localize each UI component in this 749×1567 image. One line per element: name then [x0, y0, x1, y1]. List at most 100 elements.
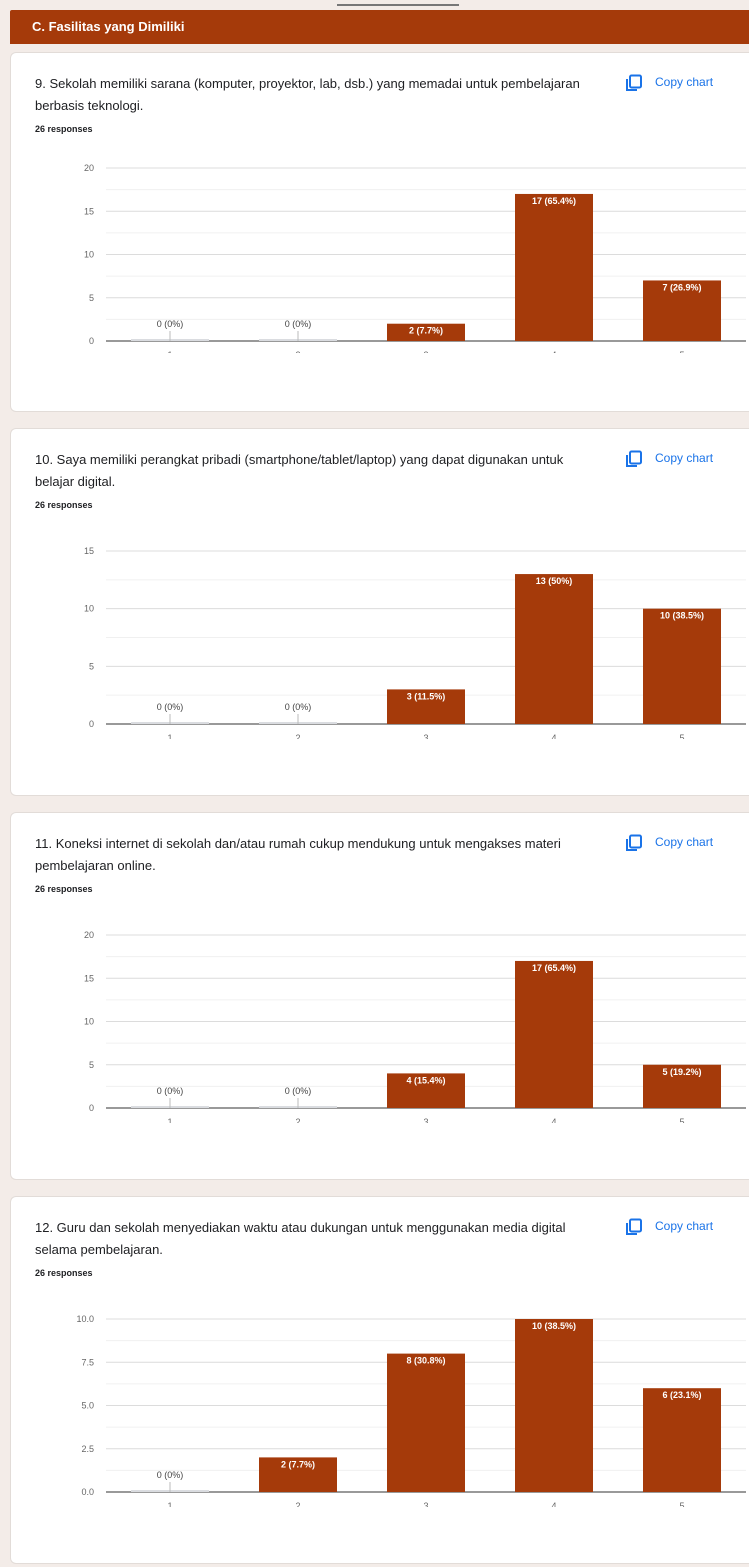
- x-tick-label: 4: [551, 350, 556, 353]
- x-tick-label: 3: [423, 350, 428, 353]
- x-tick-label: 4: [551, 1117, 556, 1123]
- data-label: 10 (38.5%): [660, 611, 704, 621]
- question-card-10: 10. Saya memiliki perangkat pribadi (sma…: [10, 428, 749, 796]
- bar: [515, 193, 593, 341]
- x-tick-label: 2: [295, 350, 300, 353]
- x-tick-label: 1: [167, 1117, 172, 1123]
- y-tick-label: 15: [84, 206, 94, 216]
- copy-icon: [626, 74, 642, 91]
- y-tick-label: 10: [84, 250, 94, 260]
- x-tick-label: 1: [167, 1501, 172, 1507]
- bar: [643, 280, 721, 341]
- y-tick-label: 0.0: [81, 1487, 94, 1497]
- question-card-11: 11. Koneksi internet di sekolah dan/atau…: [10, 812, 749, 1180]
- bar-chart-12: 0.0 2.5 5.0 7.5 10.0 0 (0%) 1 2 (7.7%) 2 8 (30.8%…: [76, 1314, 746, 1507]
- y-tick-label: 0: [89, 719, 94, 729]
- bar: [515, 574, 593, 724]
- copy-chart-button[interactable]: Copy chart: [625, 832, 735, 854]
- data-label: 8 (30.8%): [406, 1356, 445, 1366]
- y-tick-label: 10: [84, 1017, 94, 1027]
- copy-chart-button[interactable]: Copy chart: [625, 1216, 735, 1238]
- bar: [515, 1319, 593, 1492]
- y-tick-label: 15: [84, 973, 94, 983]
- data-label: 0 (0%): [285, 319, 312, 329]
- bar: [387, 1353, 465, 1492]
- response-count: 26 responses: [35, 124, 93, 134]
- response-count: 26 responses: [35, 884, 93, 894]
- response-count: 26 responses: [35, 500, 93, 510]
- y-tick-label: 5: [89, 1060, 94, 1070]
- data-label: 0 (0%): [157, 1470, 184, 1480]
- data-label: 6 (23.1%): [662, 1390, 701, 1400]
- data-label: 4 (15.4%): [406, 1075, 445, 1085]
- y-tick-label: 20: [84, 930, 94, 940]
- data-label: 0 (0%): [157, 1086, 184, 1096]
- x-tick-label: 3: [423, 733, 428, 739]
- data-label: 17 (65.4%): [532, 196, 576, 206]
- x-tick-label: 1: [167, 350, 172, 353]
- copy-icon: [626, 834, 642, 851]
- data-label: 0 (0%): [285, 702, 312, 712]
- bar: [387, 323, 465, 341]
- bar: [387, 1073, 465, 1108]
- data-label: 2 (7.7%): [281, 1459, 315, 1469]
- question-card-9: 9. Sekolah memiliki sarana (komputer, pr…: [10, 52, 749, 412]
- data-label: 0 (0%): [157, 702, 184, 712]
- question-title: 9. Sekolah memiliki sarana (komputer, pr…: [35, 76, 580, 113]
- y-tick-label: 0: [89, 1103, 94, 1113]
- x-tick-label: 4: [551, 733, 556, 739]
- x-tick-label: 5: [679, 1501, 684, 1507]
- y-tick-label: 15: [84, 546, 94, 556]
- y-tick-label: 5: [89, 661, 94, 671]
- y-tick-label: 10: [84, 604, 94, 614]
- bar-chart-9: 0 5 10 15 20 0 (0%) 1 0 (0%) 2 2 (7.7%) 3 17 (65.4%…: [84, 163, 746, 353]
- y-tick-label: 5: [89, 293, 94, 303]
- copy-chart-button[interactable]: Copy chart: [625, 448, 735, 470]
- bar: [515, 960, 593, 1108]
- x-tick-label: 1: [167, 733, 172, 739]
- x-tick-label: 2: [295, 1117, 300, 1123]
- question-title: 11. Koneksi internet di sekolah dan/atau…: [35, 836, 561, 873]
- bar: [643, 1388, 721, 1492]
- question-title: 10. Saya memiliki perangkat pribadi (sma…: [35, 452, 564, 489]
- bar: [643, 1064, 721, 1108]
- bar-chart-11: 0 5 10 15 20 0 (0%) 1 0 (0%) 2 4 (15.4%) 3 17 (65.4…: [84, 930, 746, 1123]
- data-label: 13 (50%): [536, 576, 573, 586]
- bar: [259, 1457, 337, 1492]
- top-divider: [337, 4, 459, 6]
- y-tick-label: 5.0: [81, 1401, 94, 1411]
- y-tick-label: 2.5: [81, 1444, 94, 1454]
- copy-chart-button[interactable]: Copy chart: [625, 72, 735, 94]
- question-card-12: 12. Guru dan sekolah menyediakan waktu a…: [10, 1196, 749, 1564]
- x-tick-label: 3: [423, 1501, 428, 1507]
- copy-icon: [626, 450, 642, 467]
- data-label: 10 (38.5%): [532, 1321, 576, 1331]
- bar: [387, 689, 465, 724]
- copy-chart-label: Copy chart: [655, 1219, 714, 1233]
- x-tick-label: 2: [295, 733, 300, 739]
- section-header: C. Fasilitas yang Dimiliki: [10, 10, 749, 44]
- data-label: 7 (26.9%): [662, 282, 701, 292]
- copy-icon: [626, 1218, 642, 1235]
- section-title: C. Fasilitas yang Dimiliki: [32, 19, 185, 34]
- x-tick-label: 4: [551, 1501, 556, 1507]
- bar: [643, 608, 721, 724]
- x-tick-label: 5: [679, 1117, 684, 1123]
- x-tick-label: 2: [295, 1501, 300, 1507]
- data-label: 3 (11.5%): [407, 691, 446, 701]
- x-tick-label: 5: [679, 350, 684, 353]
- y-tick-label: 10.0: [76, 1314, 94, 1324]
- data-label: 17 (65.4%): [532, 963, 576, 973]
- bar-chart-10: 0 5 10 15 0 (0%) 1 0 (0%) 2 3 (11.5%) 3 13 (50%) 4 1…: [84, 546, 746, 739]
- data-label: 2 (7.7%): [409, 326, 443, 336]
- data-label: 5 (19.2%): [662, 1067, 701, 1077]
- data-label: 0 (0%): [157, 319, 184, 329]
- copy-chart-label: Copy chart: [655, 451, 714, 465]
- copy-chart-label: Copy chart: [655, 75, 714, 89]
- copy-chart-label: Copy chart: [655, 835, 714, 849]
- x-tick-label: 3: [423, 1117, 428, 1123]
- data-label: 0 (0%): [285, 1086, 312, 1096]
- y-tick-label: 0: [89, 336, 94, 346]
- question-title: 12. Guru dan sekolah menyediakan waktu a…: [35, 1220, 566, 1257]
- x-tick-label: 5: [679, 733, 684, 739]
